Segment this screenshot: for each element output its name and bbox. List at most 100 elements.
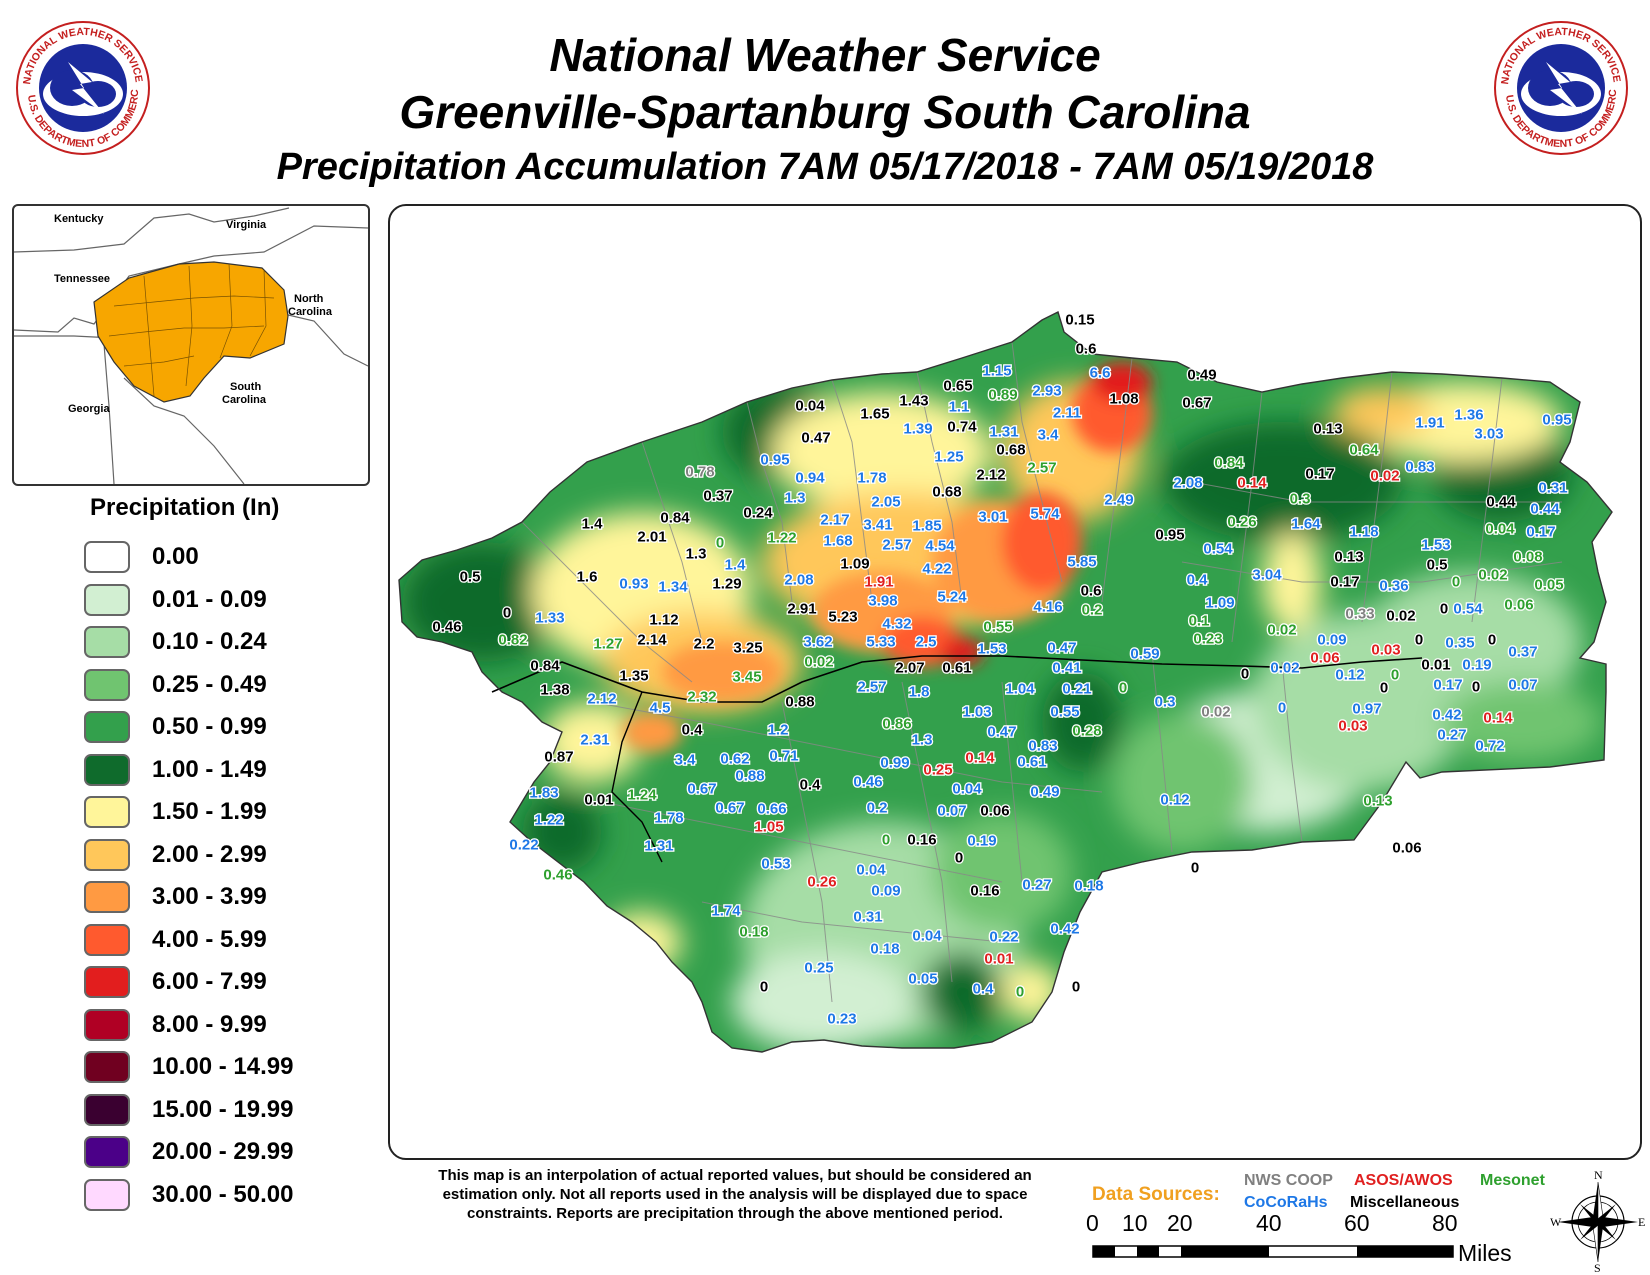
report-value: 2.31	[580, 732, 609, 749]
county-lines	[521, 341, 1563, 1003]
report-value: 3.62	[803, 634, 832, 651]
report-value: 0.4	[973, 981, 995, 998]
report-value: 2.08	[784, 572, 813, 589]
report-value: 0.46	[543, 867, 572, 884]
report-value: 0.74	[947, 419, 977, 436]
report-value: 0.02	[1270, 660, 1299, 677]
report-value: 0.88	[735, 768, 764, 785]
report-labels: 0.15 0.6 6.6 0.49 1.08 0.67 0.65 1.15 0.89 2.93 2.…	[431, 310, 1573, 1029]
report-value: 0.03	[1371, 642, 1400, 659]
legend-swatch	[84, 923, 130, 956]
report-value: 0.25	[804, 960, 833, 977]
report-value: 0.3	[1155, 694, 1176, 711]
report-value: 0.1	[1189, 613, 1210, 630]
report-value: 0.82	[498, 632, 527, 649]
report-value: 0.99	[880, 755, 909, 772]
legend-row: 15.00 - 19.99	[70, 1089, 370, 1132]
report-value: 1.43	[899, 393, 928, 410]
legend-label: 30.00 - 50.00	[152, 1180, 294, 1208]
report-value: 0	[1472, 679, 1480, 696]
legend-label: 0.00	[152, 543, 199, 571]
region-outline	[398, 311, 1613, 1053]
report-value: 0.84	[530, 658, 560, 675]
report-value: 0.65	[943, 378, 972, 395]
report-value: 0	[1016, 984, 1024, 1001]
compass-n: N	[1594, 1168, 1603, 1182]
report-value: 2.57	[857, 679, 886, 696]
inset-label-virginia: Virginia	[226, 219, 267, 231]
legend-swatch	[84, 1093, 130, 1126]
report-value: 0.05	[1534, 577, 1563, 594]
legend-label: 0.01 - 0.09	[152, 585, 267, 613]
scale-tick-0: 0	[1086, 1210, 1099, 1236]
report-value: 0.07	[937, 803, 966, 820]
report-value: 1.74	[711, 903, 741, 920]
scale-tick-80: 80	[1432, 1210, 1458, 1236]
report-value: 0	[1391, 667, 1399, 684]
report-value: 0.12	[1160, 792, 1189, 809]
inset-map-svg: Kentucky Virginia Tennessee North Carolin…	[14, 207, 368, 484]
report-value: 2.5	[916, 634, 937, 651]
report-value: 1.31	[989, 424, 1018, 441]
source-cocorahs: CoCoRaHs	[1244, 1194, 1328, 1211]
report-value: 1.09	[840, 556, 869, 573]
report-value: 5.24	[937, 589, 967, 606]
report-value: 1.03	[962, 704, 991, 721]
report-value: 0.88	[785, 694, 814, 711]
report-value: 0	[1191, 860, 1199, 877]
inset-locator-map: Kentucky Virginia Tennessee North Carolin…	[12, 204, 370, 486]
scale-bar: 0 10 20 40 60 80 Miles	[1086, 1210, 1512, 1270]
report-value: 0.17	[1433, 677, 1462, 694]
report-value: 2.49	[1104, 492, 1133, 509]
report-value: 1.27	[593, 636, 622, 653]
report-value: 0.2	[867, 800, 888, 817]
report-value: 1.05	[754, 819, 783, 836]
legend-label: 1.00 - 1.49	[152, 755, 267, 783]
report-value: 0.61	[1017, 754, 1046, 771]
report-value: 0.04	[912, 928, 942, 945]
inset-label-south-carolina: South Carolina	[222, 381, 267, 406]
legend-label: 15.00 - 19.99	[152, 1095, 294, 1123]
report-value: 0.13	[1313, 421, 1342, 438]
report-value: 1.22	[767, 530, 796, 547]
legend-row: 0.00	[70, 536, 370, 579]
report-value: 0.22	[989, 929, 1018, 946]
report-value: 1.53	[977, 641, 1006, 658]
report-value: 0.04	[952, 781, 982, 798]
report-value: 1.4	[582, 516, 604, 533]
report-value: 2.11	[1053, 405, 1081, 422]
legend-swatch	[84, 668, 130, 701]
report-value: 1.4	[725, 557, 747, 574]
legend-row: 1.50 - 1.99	[70, 791, 370, 834]
precip-field	[402, 362, 1602, 1052]
report-value: 0.18	[870, 941, 899, 958]
report-value: 0.67	[715, 800, 744, 817]
report-value: 0.62	[720, 751, 749, 768]
legend-swatch	[84, 626, 130, 659]
report-value: 0.61	[942, 660, 971, 677]
report-value: 0.5	[1427, 557, 1448, 574]
report-value: 0.44	[1530, 501, 1560, 518]
report-value: 0.49	[1030, 784, 1059, 801]
report-value: 5.33	[866, 634, 895, 651]
report-value: 0	[1241, 666, 1249, 683]
report-value: 0.18	[739, 924, 768, 941]
report-value: 4.22	[922, 561, 951, 578]
report-value: 1.29	[712, 576, 741, 593]
report-value: 0.14	[1237, 475, 1267, 492]
report-value: 5.23	[828, 609, 857, 626]
report-value: 0.2	[1082, 602, 1103, 619]
report-value: 1.24	[627, 787, 657, 804]
report-value: 0.02	[1478, 567, 1507, 584]
legend-title: Precipitation (In)	[90, 494, 280, 521]
report-value: 2.07	[895, 660, 924, 677]
title-line-3: Precipitation Accumulation 7AM 05/17/201…	[276, 146, 1374, 188]
report-value: 0.6	[1081, 583, 1102, 600]
inset-label-sc-2: Carolina	[222, 394, 267, 406]
legend-label: 6.00 - 7.99	[152, 968, 267, 996]
report-value: 0.37	[703, 488, 732, 505]
scale-unit: Miles	[1458, 1240, 1512, 1266]
report-value: 0.25	[923, 762, 952, 779]
nws-logo-left: NATIONAL WEATHER SERVICE U.S. DEPARTMENT…	[8, 10, 150, 155]
compass-e: E	[1638, 1215, 1645, 1229]
